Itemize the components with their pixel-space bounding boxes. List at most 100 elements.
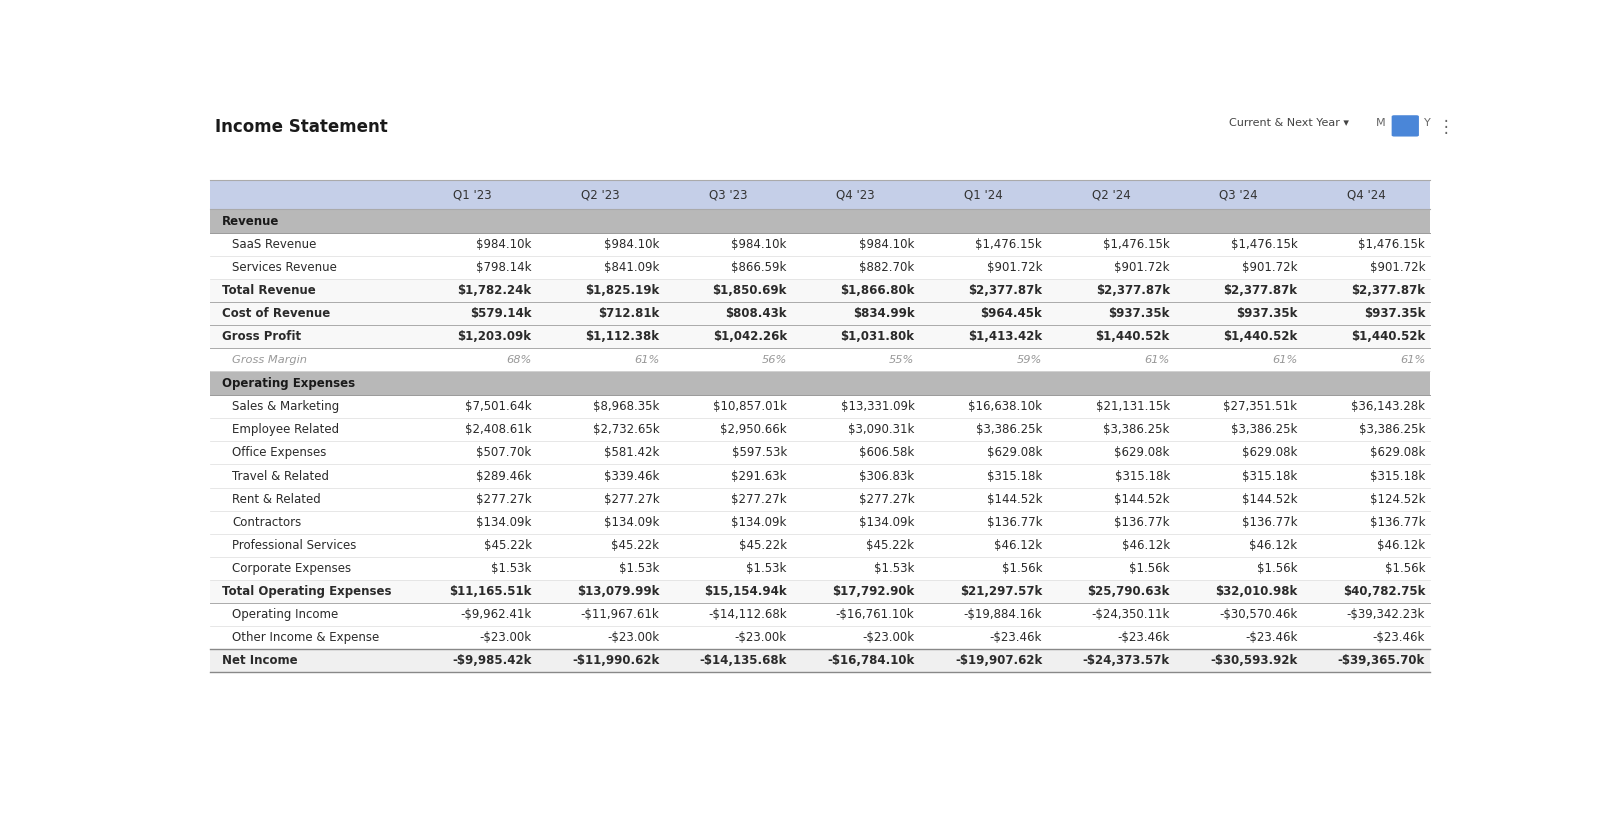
Text: -$16,761.10k: -$16,761.10k	[835, 608, 915, 621]
Text: $1,476.15k: $1,476.15k	[1358, 239, 1426, 251]
Text: $901.72k: $901.72k	[1114, 261, 1170, 274]
Text: Current & Next Year ▾: Current & Next Year ▾	[1229, 118, 1349, 128]
Text: $2,377.87k: $2,377.87k	[968, 284, 1042, 297]
Text: -$9,985.42k: -$9,985.42k	[453, 654, 531, 667]
Text: $10,857.01k: $10,857.01k	[714, 400, 787, 414]
Text: $2,732.65k: $2,732.65k	[592, 423, 659, 436]
Text: -$14,112.68k: -$14,112.68k	[709, 608, 787, 621]
Bar	[210, 233, 1430, 256]
Text: Contractors: Contractors	[232, 515, 301, 528]
Text: $136.77k: $136.77k	[1370, 515, 1426, 528]
Text: $1,112.38k: $1,112.38k	[586, 330, 659, 344]
Text: Q2 '23: Q2 '23	[581, 188, 619, 201]
Text: $339.46k: $339.46k	[603, 470, 659, 483]
Text: $3,386.25k: $3,386.25k	[1358, 423, 1426, 436]
Text: Other Income & Expense: Other Income & Expense	[232, 631, 379, 644]
Text: Q: Q	[1400, 121, 1410, 131]
Text: $144.52k: $144.52k	[1242, 492, 1298, 505]
Text: $124.52k: $124.52k	[1370, 492, 1426, 505]
Bar	[210, 209, 1430, 233]
Text: $15,154.94k: $15,154.94k	[704, 584, 787, 597]
Text: Corporate Expenses: Corporate Expenses	[232, 562, 352, 575]
Text: $134.09k: $134.09k	[477, 515, 531, 528]
Text: $2,377.87k: $2,377.87k	[1350, 284, 1426, 297]
Text: $16,638.10k: $16,638.10k	[968, 400, 1042, 414]
Text: $1,203.09k: $1,203.09k	[458, 330, 531, 344]
Bar	[210, 465, 1430, 488]
Text: -$24,373.57k: -$24,373.57k	[1083, 654, 1170, 667]
Text: -$39,342.23k: -$39,342.23k	[1347, 608, 1426, 621]
Text: $11,165.51k: $11,165.51k	[450, 584, 531, 597]
Bar	[210, 626, 1430, 649]
Text: $882.70k: $882.70k	[859, 261, 915, 274]
Text: Services Revenue: Services Revenue	[232, 261, 338, 274]
Text: $581.42k: $581.42k	[603, 446, 659, 459]
Text: $629.08k: $629.08k	[1370, 446, 1426, 459]
Text: $964.45k: $964.45k	[981, 308, 1042, 320]
Text: $606.58k: $606.58k	[859, 446, 915, 459]
Text: $13,331.09k: $13,331.09k	[840, 400, 915, 414]
Text: -$30,593.92k: -$30,593.92k	[1210, 654, 1298, 667]
Text: $629.08k: $629.08k	[1115, 446, 1170, 459]
Text: $315.18k: $315.18k	[1370, 470, 1426, 483]
Text: -$23.00k: -$23.00k	[734, 631, 787, 644]
Text: ⋮: ⋮	[1437, 118, 1454, 136]
Text: Net Income: Net Income	[222, 654, 298, 667]
Bar	[210, 441, 1430, 465]
Text: $32,010.98k: $32,010.98k	[1216, 584, 1298, 597]
Text: $136.77k: $136.77k	[1242, 515, 1298, 528]
Text: $984.10k: $984.10k	[731, 239, 787, 251]
Bar	[210, 371, 1430, 396]
Text: Revenue: Revenue	[222, 215, 280, 228]
Text: 59%: 59%	[1018, 355, 1042, 365]
Text: Gross Profit: Gross Profit	[222, 330, 301, 344]
Bar	[210, 256, 1430, 279]
Text: $134.09k: $134.09k	[731, 515, 787, 528]
Text: Office Expenses: Office Expenses	[232, 446, 326, 459]
Text: $40,782.75k: $40,782.75k	[1342, 584, 1426, 597]
Text: $277.27k: $277.27k	[859, 492, 915, 505]
Text: Operating Expenses: Operating Expenses	[222, 377, 355, 390]
Text: $1,413.42k: $1,413.42k	[968, 330, 1042, 344]
Text: -$39,365.70k: -$39,365.70k	[1338, 654, 1426, 667]
Text: $1,440.52k: $1,440.52k	[1224, 330, 1298, 344]
Text: -$9,962.41k: -$9,962.41k	[461, 608, 531, 621]
Text: $46.12k: $46.12k	[1250, 539, 1298, 552]
Text: Cost of Revenue: Cost of Revenue	[222, 308, 331, 320]
Text: $841.09k: $841.09k	[603, 261, 659, 274]
Text: 61%: 61%	[1144, 355, 1170, 365]
Text: 68%: 68%	[506, 355, 531, 365]
Text: Q1 '24: Q1 '24	[963, 188, 1003, 201]
Text: Professional Services: Professional Services	[232, 539, 357, 552]
Text: Travel & Related: Travel & Related	[232, 470, 330, 483]
Text: $1.56k: $1.56k	[1258, 562, 1298, 575]
Text: -$23.46k: -$23.46k	[1245, 631, 1298, 644]
Text: $984.10k: $984.10k	[603, 239, 659, 251]
Text: $1,042.26k: $1,042.26k	[712, 330, 787, 344]
Text: -$19,907.62k: -$19,907.62k	[955, 654, 1042, 667]
Bar	[210, 326, 1430, 348]
Bar	[210, 418, 1430, 441]
Text: $36,143.28k: $36,143.28k	[1350, 400, 1426, 414]
Text: $136.77k: $136.77k	[1114, 515, 1170, 528]
Text: -$16,784.10k: -$16,784.10k	[827, 654, 915, 667]
Text: $1,782.24k: $1,782.24k	[458, 284, 531, 297]
Text: $136.77k: $136.77k	[987, 515, 1042, 528]
Text: $937.35k: $937.35k	[1363, 308, 1426, 320]
Text: $834.99k: $834.99k	[853, 308, 915, 320]
Text: $1.53k: $1.53k	[491, 562, 531, 575]
Text: Income Statement: Income Statement	[214, 118, 387, 136]
Text: $597.53k: $597.53k	[731, 446, 787, 459]
Text: $808.43k: $808.43k	[725, 308, 787, 320]
Text: $2,377.87k: $2,377.87k	[1224, 284, 1298, 297]
Text: $45.22k: $45.22k	[611, 539, 659, 552]
Text: Operating Income: Operating Income	[232, 608, 339, 621]
Text: $1,476.15k: $1,476.15k	[976, 239, 1042, 251]
Text: -$23.46k: -$23.46k	[1117, 631, 1170, 644]
Bar	[210, 510, 1430, 534]
Text: $984.10k: $984.10k	[477, 239, 531, 251]
Text: $901.72k: $901.72k	[1242, 261, 1298, 274]
Text: $1,866.80k: $1,866.80k	[840, 284, 915, 297]
Text: $315.18k: $315.18k	[1115, 470, 1170, 483]
Bar	[210, 348, 1430, 371]
